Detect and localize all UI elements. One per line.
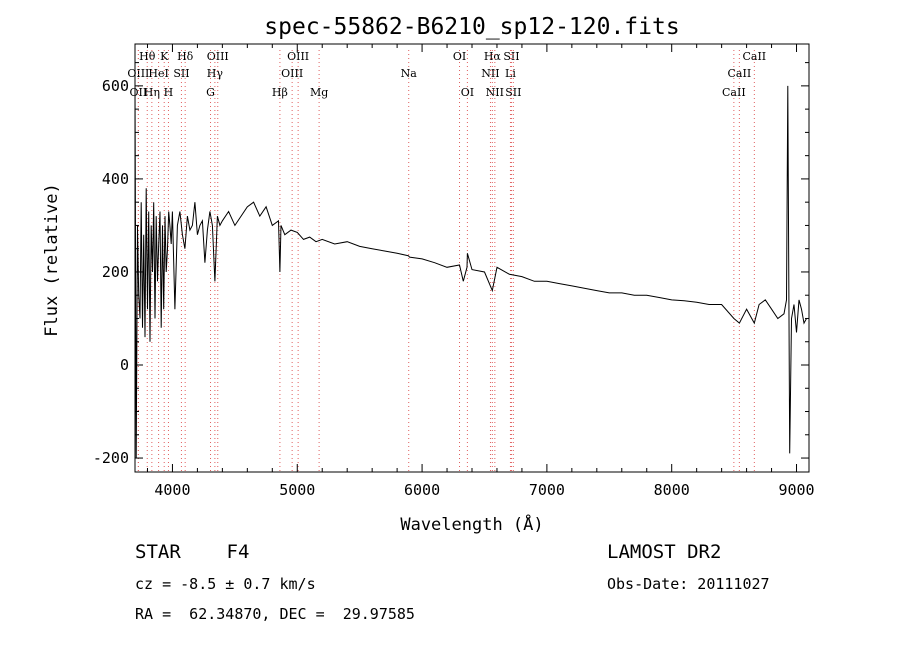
marker-label: Na — [401, 67, 418, 80]
y-axis-label: Flux (relative) — [42, 183, 62, 337]
marker-label: SII — [173, 67, 189, 80]
redshift-text: cz = -8.5 ± 0.7 km/s — [135, 575, 316, 593]
marker-label: Li — [505, 67, 516, 80]
y-tick-label: 200 — [102, 263, 129, 281]
observation-date: Obs-Date: 20111027 — [607, 575, 770, 593]
marker-label: CaII — [742, 50, 766, 63]
object-classification: STAR F4 — [135, 541, 250, 563]
marker-label: G — [206, 86, 215, 99]
axis-ticks: 4000 5000 6000 7000 8000 9000 -200 0 200 400 600 — [93, 44, 815, 499]
coordinates-text: RA = 62.34870, DEC = 29.97585 — [135, 605, 415, 623]
x-tick-label: 9000 — [778, 481, 814, 499]
marker-label: OIII — [207, 50, 229, 63]
y-tick-label: 0 — [120, 356, 129, 374]
marker-label: OI — [461, 86, 474, 99]
marker-label: OIII — [127, 67, 149, 80]
chart-title: spec-55862-B6210_sp12-120.fits — [264, 14, 679, 40]
marker-label: CaII — [728, 67, 752, 80]
marker-label: OIII — [287, 50, 309, 63]
marker-label: H — [164, 86, 174, 99]
marker-label: K — [160, 50, 169, 63]
x-tick-label: 6000 — [404, 481, 440, 499]
y-tick-label: 400 — [102, 170, 129, 188]
marker-label: HeI — [148, 67, 168, 80]
marker-label: Mg — [310, 86, 328, 99]
marker-label: SII — [505, 86, 521, 99]
marker-label: OII — [130, 86, 148, 99]
x-tick-label: 8000 — [654, 481, 690, 499]
marker-label: Hθ — [139, 50, 156, 63]
y-tick-label: -200 — [93, 449, 129, 467]
marker-label: SII — [503, 50, 519, 63]
marker-label: Hα — [484, 50, 502, 63]
marker-label: Hδ — [177, 50, 194, 63]
marker-label: Hγ — [207, 67, 224, 80]
marker-label: OIII — [281, 67, 303, 80]
marker-label: NII — [486, 86, 504, 99]
survey-name: LAMOST DR2 — [607, 541, 722, 563]
marker-label: NII — [481, 67, 499, 80]
x-axis-label: Wavelength (Å) — [400, 513, 543, 535]
marker-label: Hβ — [272, 86, 288, 99]
x-tick-label: 5000 — [279, 481, 315, 499]
plot-frame — [134, 43, 810, 473]
x-tick-label: 7000 — [529, 481, 565, 499]
marker-label: OI — [453, 50, 466, 63]
spectrum-line — [134, 85, 807, 459]
marker-label: Hη — [144, 86, 160, 99]
x-tick-label: 4000 — [154, 481, 190, 499]
marker-label: CaII — [722, 86, 746, 99]
y-tick-label: 600 — [102, 77, 129, 95]
